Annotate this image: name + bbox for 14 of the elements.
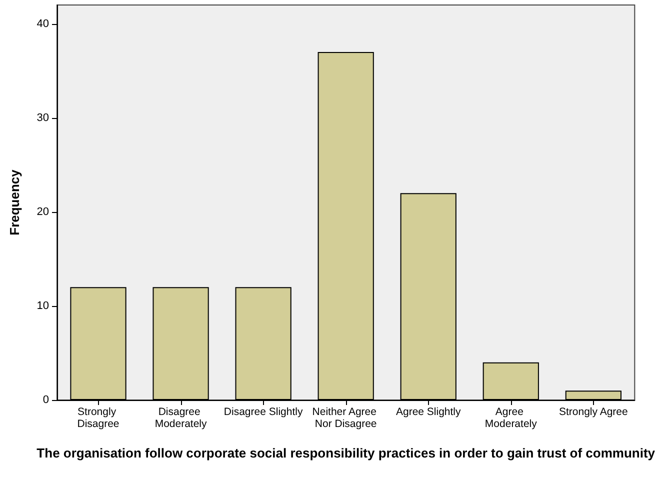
y-tick-label: 10 [36,300,49,312]
y-tick-label: 0 [42,394,49,406]
y-tick-label: 30 [36,112,49,124]
x-tick-label: Disagree Slightly [224,406,304,418]
x-tick-label: Neither Agree Nor Disagree [312,406,380,430]
x-tick-label: Agree Moderately [484,406,538,430]
y-tick-label: 40 [36,18,49,30]
x-tick-label: Disagree Moderately [154,406,208,430]
y-tick-label: 20 [36,206,49,218]
x-axis-title: The organisation follow corporate social responsibility practices in order to gain trust of community [36,446,656,460]
x-tick-label: Agree Slightly [396,406,462,418]
y-axis-title: Frequency [7,168,22,236]
x-tick-label: Strongly Agree [558,406,628,418]
x-tick-label: Strongly Disagree [77,406,120,430]
